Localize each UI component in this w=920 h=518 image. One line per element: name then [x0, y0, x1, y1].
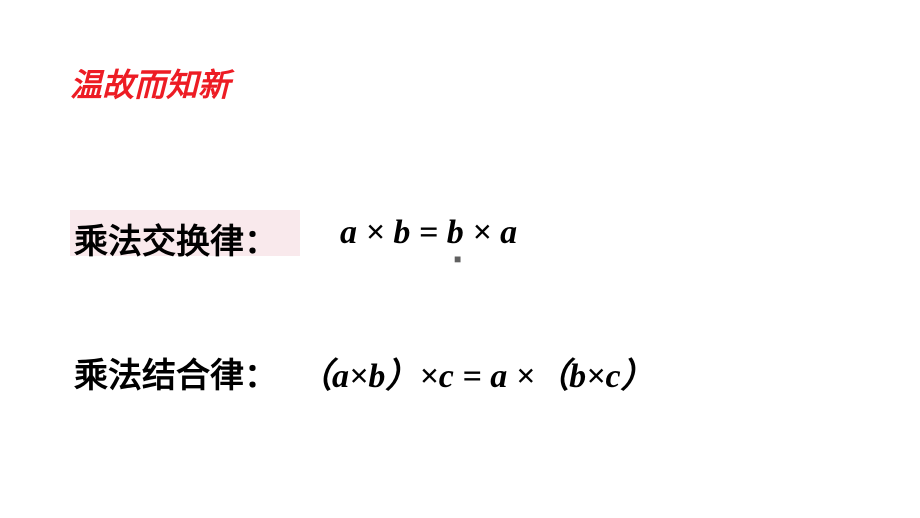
review-heading: 温故而知新: [70, 60, 230, 106]
commutative-law-label: 乘法交换律：: [74, 214, 278, 263]
associative-law-label: 乘法结合律：: [74, 348, 278, 397]
center-dot: ■: [454, 252, 461, 267]
commutative-law-formula: a × b = b × a: [340, 214, 517, 252]
associative-law-formula: （a×b）×c = a ×（b×c）: [298, 348, 655, 397]
